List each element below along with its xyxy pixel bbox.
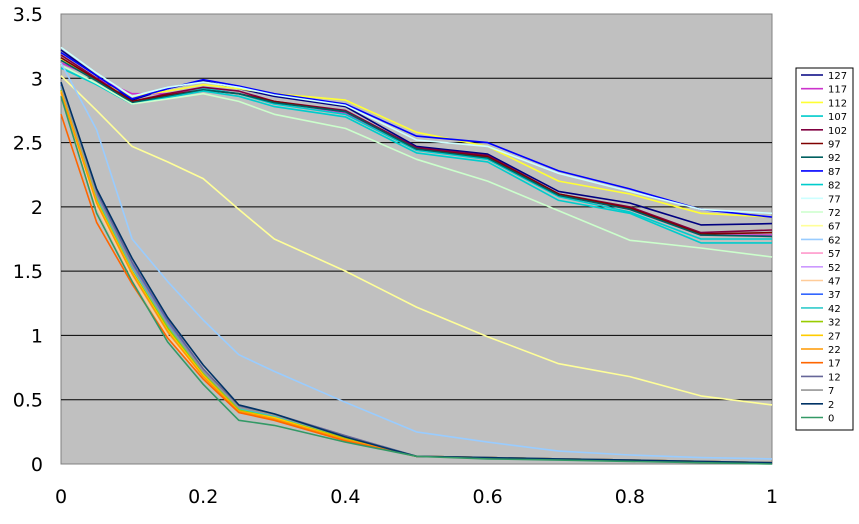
legend-label-57: 57 [828, 249, 841, 260]
legend-label-127: 127 [828, 71, 847, 82]
legend-label-42: 42 [828, 304, 841, 315]
y-tick-label: 2 [31, 197, 43, 219]
series-line-127 [60, 49, 773, 226]
y-tick-label: 2.5 [13, 133, 43, 155]
series-line-92 [60, 59, 773, 238]
series-line-77 [60, 46, 773, 215]
x-tick-label: 0.4 [330, 486, 360, 508]
y-tick-label: 3 [31, 68, 43, 90]
y-tick-label: 0 [31, 454, 43, 476]
series-line-72 [60, 64, 773, 258]
legend-label-47: 47 [828, 277, 841, 288]
legend-label-17: 17 [828, 359, 841, 370]
legend-label-102: 102 [828, 126, 847, 137]
plot-area [60, 13, 773, 465]
x-axis-ticks: 0 0.2 0.4 0.6 0.8 1 [55, 486, 778, 508]
legend: 1271171121071029792878277726762575247374… [795, 67, 854, 431]
legend-label-0: 0 [828, 414, 834, 425]
legend-label-117: 117 [828, 85, 847, 96]
series-line-87 [60, 51, 773, 218]
legend-label-67: 67 [828, 222, 841, 233]
series-lines [60, 46, 773, 465]
legend-label-62: 62 [828, 235, 841, 246]
x-tick-label: 0.8 [615, 486, 645, 508]
x-tick-label: 0.6 [472, 486, 502, 508]
legend-label-22: 22 [828, 345, 841, 356]
legend-label-37: 37 [828, 290, 841, 301]
legend-label-87: 87 [828, 167, 841, 178]
legend-label-72: 72 [828, 208, 841, 219]
x-tick-label: 1 [766, 486, 778, 508]
legend-label-107: 107 [828, 112, 847, 123]
y-tick-label: 3.5 [13, 4, 43, 26]
series-line-67 [60, 75, 773, 406]
y-tick-label: 1 [31, 325, 43, 347]
x-tick-label: 0.2 [188, 486, 218, 508]
y-tick-label: 1.5 [13, 261, 43, 283]
legend-label-12: 12 [828, 372, 841, 383]
y-tick-label: 0.5 [13, 390, 43, 412]
legend-label-32: 32 [828, 318, 841, 329]
y-axis-ticks: 0 0.5 1 1.5 2 2.5 3 3.5 [13, 4, 43, 476]
legend-label-97: 97 [828, 140, 841, 151]
series-line-2 [60, 81, 773, 464]
legend-label-7: 7 [828, 386, 834, 397]
legend-label-82: 82 [828, 181, 841, 192]
series-line-62 [60, 62, 773, 460]
series-line-0 [60, 96, 773, 465]
legend-label-27: 27 [828, 331, 841, 342]
legend-label-2: 2 [828, 400, 834, 411]
legend-box [795, 67, 854, 431]
legend-label-77: 77 [828, 194, 841, 205]
legend-label-92: 92 [828, 153, 841, 164]
x-tick-label: 0 [55, 486, 67, 508]
legend-label-52: 52 [828, 263, 841, 274]
legend-label-112: 112 [828, 98, 847, 109]
